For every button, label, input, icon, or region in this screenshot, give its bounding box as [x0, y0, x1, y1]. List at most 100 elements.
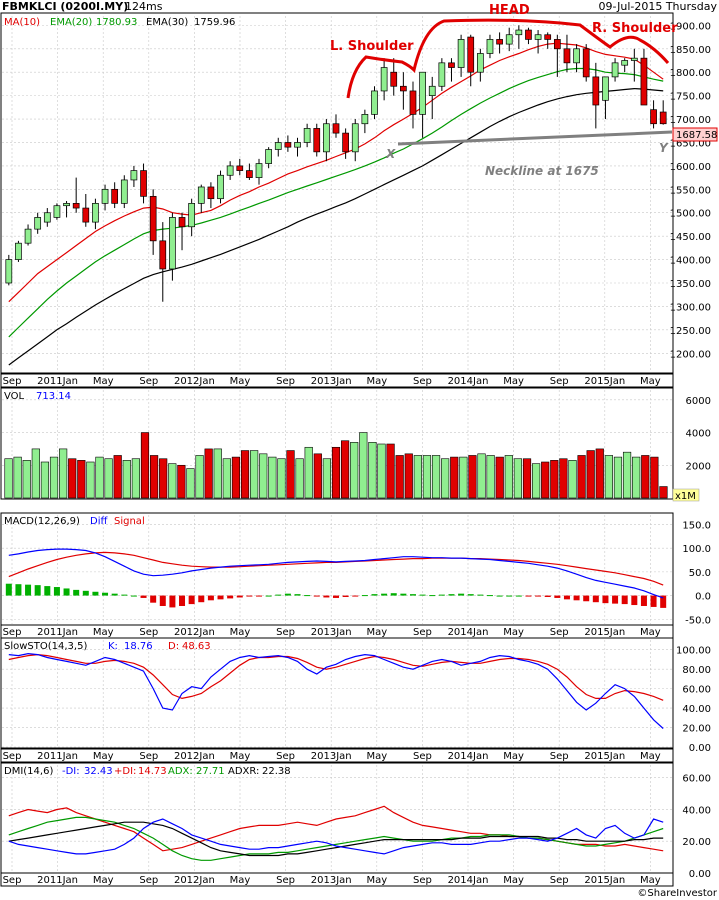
legend-ema20-label: EMA(20)	[50, 17, 92, 28]
time-axis-label: Sep	[413, 627, 432, 638]
last-price-box	[672, 127, 718, 142]
time-axis-label: 2012Jan	[174, 875, 215, 886]
y-tick-label: 1700.00	[670, 115, 711, 126]
candle-down	[82, 207, 90, 223]
dmi-adxr-line	[8, 821, 664, 857]
dmi-panel: 0.00 20.00 40.00 60.00 DMI(14,6) -DI: 32.43…	[0, 762, 711, 880]
y-tick-label: 1450.00	[670, 232, 711, 243]
volume-bar	[195, 455, 204, 499]
candle-up	[611, 62, 619, 78]
volume-bar	[650, 456, 659, 499]
left-shoulder-label: L. Shoulder	[330, 39, 414, 54]
time-axis-label: Sep	[276, 376, 295, 387]
volume-bar	[441, 458, 450, 499]
volume-bar	[632, 456, 641, 499]
volume-bar	[286, 450, 295, 499]
candle-up	[419, 71, 426, 115]
time-axis-label: Sep	[3, 627, 22, 638]
macd-bar-positive	[130, 595, 137, 597]
volume-bar	[450, 456, 459, 499]
time-axis-label: Sep	[3, 376, 22, 387]
volume-bar	[377, 443, 386, 499]
volume-bar	[95, 456, 104, 499]
volume-bar	[68, 458, 77, 499]
y-tick-label: 20.00	[682, 837, 711, 848]
volume-bar	[277, 458, 286, 499]
time-axis-macd: Sep 2011Jan May Sep 2012Jan May Sep 2013Jan May S…	[0, 624, 674, 639]
candle-up	[120, 179, 128, 204]
stochastic-panel: 0.00 20.00 40.00 60.00 80.00 100.00 SlowSTO(1…	[0, 637, 711, 754]
time-axis-label: May	[503, 627, 524, 638]
time-axis-label: 2015Jan	[584, 627, 625, 638]
volume-bar	[86, 461, 95, 499]
candle-up	[457, 39, 465, 68]
candle-down	[390, 71, 398, 87]
y-tick-label: 100.0	[682, 544, 711, 555]
macd-bar-negative	[525, 595, 532, 597]
volume-bar	[577, 455, 586, 499]
candle-down	[640, 57, 648, 106]
volume-unit-label: x1M	[675, 491, 696, 502]
macd-bar-negative	[544, 595, 551, 597]
macd-bar-positive	[73, 589, 80, 596]
volume-bar	[550, 460, 559, 499]
macd-bar-positive	[63, 588, 70, 596]
macd-bar-negative	[159, 595, 166, 606]
candle-up	[255, 163, 263, 178]
time-axis-label: May	[503, 376, 524, 387]
stochastic-k-label: K:	[108, 641, 118, 652]
macd-bar-negative	[573, 595, 580, 601]
symbol-title: FBMKLCI (0200I.MY)	[2, 0, 128, 13]
time-axis-label: 2012Jan	[174, 627, 215, 638]
candle-up	[101, 188, 109, 204]
macd-bar-negative	[227, 595, 234, 599]
volume-bar	[13, 456, 22, 499]
price-y-axis: 1200.00 1250.00 1300.00 1350.00 1400.00 1450.…	[670, 21, 711, 360]
candle-up	[602, 76, 609, 101]
volume-bar	[477, 453, 486, 499]
head-label: HEAD	[489, 3, 530, 18]
volume-bar	[641, 455, 650, 499]
time-axis-label: Sep	[139, 376, 158, 387]
macd-bar-negative	[563, 595, 570, 600]
candle-up	[534, 34, 542, 40]
volume-unit-box	[672, 488, 700, 502]
dmi-lines	[8, 805, 664, 861]
volume-bar	[532, 463, 541, 499]
macd-bar-positive	[92, 591, 99, 596]
candle-up	[294, 142, 301, 148]
y-tick-label: 1550.00	[670, 185, 711, 196]
y-tick-label: 40.00	[682, 704, 711, 715]
volume-panel: 2000 4000 6000 VOL 713.14 x1M	[0, 387, 711, 502]
macd-bar-positive	[53, 587, 60, 596]
last-price-tag: 1687.58	[672, 127, 718, 142]
dmi-minus-label: -DI:	[62, 766, 80, 777]
candle-up	[130, 170, 138, 181]
volume-bar	[513, 458, 523, 499]
y-tick-label: 20.00	[682, 724, 711, 735]
volume-bar	[213, 448, 222, 499]
y-tick-label: -50.0	[685, 615, 711, 626]
time-axis-label: Sep	[276, 627, 295, 638]
macd-bar-positive	[25, 584, 32, 596]
y-tick-label: 0.00	[689, 743, 711, 754]
dmi-minus-value: 32.43	[84, 766, 113, 777]
price-candles	[5, 25, 667, 302]
time-axis-label: 2011Jan	[37, 875, 78, 886]
candle-up	[303, 128, 311, 143]
time-axis-label: Sep	[139, 875, 158, 886]
volume-bar	[659, 486, 668, 499]
date-label: 09-Jul-2015 Thursday	[599, 0, 718, 13]
price-legend: MA(10) EMA(20) 1780.93 EMA(30) 1759.96	[4, 17, 235, 28]
candle-down	[525, 29, 532, 40]
y-tick-label: 1850.00	[670, 45, 711, 56]
header-background	[0, 0, 719, 13]
volume-bar	[177, 464, 186, 499]
time-axis-label: Sep	[139, 627, 158, 638]
stochastic-lines	[8, 652, 664, 729]
time-axis-label: Sep	[550, 627, 569, 638]
time-axis-dmi: Sep 2011Jan May Sep 2012Jan May Sep 2013Jan May S…	[0, 872, 674, 887]
macd-bar-positive	[102, 592, 109, 596]
candle-down	[409, 90, 417, 115]
ema30-line	[8, 87, 664, 366]
